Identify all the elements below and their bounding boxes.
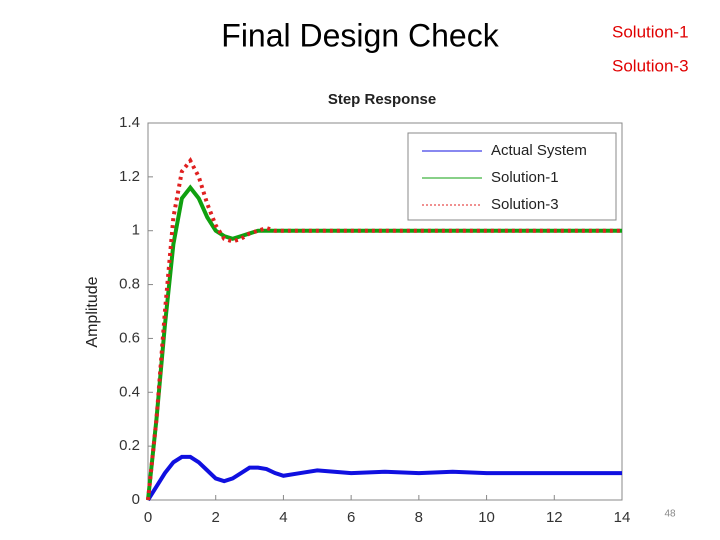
legend-box [407,132,617,221]
series-line [146,454,622,502]
x-tick-label: 2 [212,509,220,526]
x-tick-label: 6 [347,509,355,526]
solution-label: Solution-3 [612,56,689,75]
y-tick-label: 0.4 [119,383,140,400]
y-axis-label: Amplitude [84,276,101,347]
legend-label: Actual System [491,142,587,159]
y-tick-label: 1.2 [119,168,140,185]
legend-label: Solution-1 [491,169,559,186]
y-tick-label: 1 [132,222,140,239]
chart-title: Step Response [328,91,436,108]
y-tick-label: 0.2 [119,437,140,454]
x-tick-label: 14 [614,509,631,526]
x-tick-label: 0 [144,509,152,526]
x-tick-label: 4 [279,509,287,526]
x-tick-label: 12 [546,509,563,526]
plot-frame [147,122,623,501]
solution-label: Solution-1 [612,22,689,41]
y-tick-label: 0 [132,491,140,508]
series-line [146,157,622,501]
y-tick-label: 0.8 [119,276,140,293]
page-number: 48 [664,509,676,520]
legend-label: Solution-3 [491,196,559,213]
y-tick-label: 0.6 [119,329,140,346]
x-tick-label: 10 [478,509,495,526]
x-tick-label: 8 [415,509,423,526]
slide-title: Final Design Check [221,17,499,53]
y-tick-label: 1.4 [119,114,140,131]
series-line [146,184,622,501]
